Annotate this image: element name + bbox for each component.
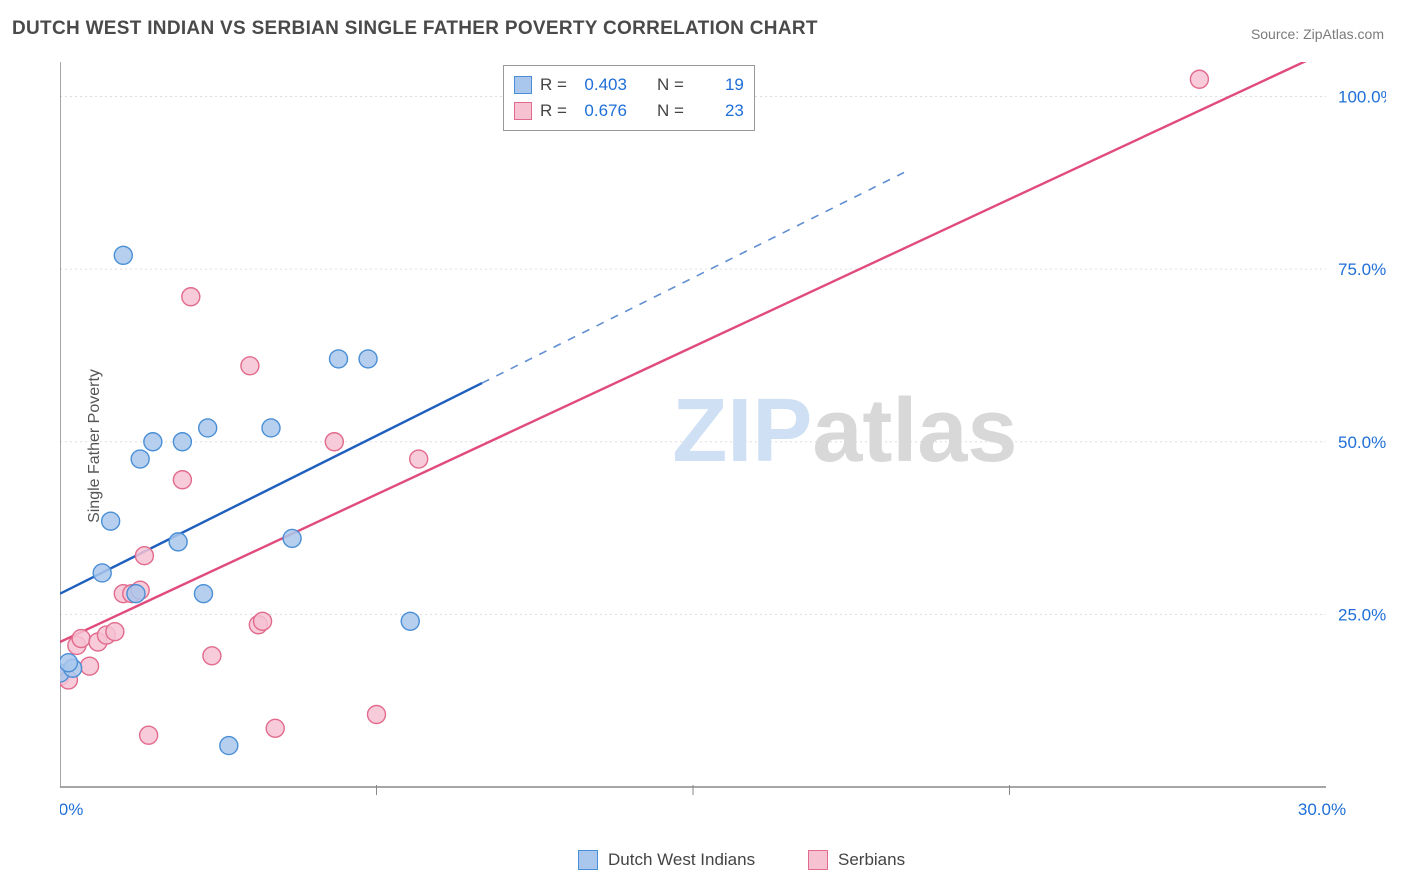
legend-r-label: R = <box>540 101 567 121</box>
chart-title: DUTCH WEST INDIAN VS SERBIAN SINGLE FATH… <box>12 18 818 40</box>
svg-text:50.0%: 50.0% <box>1338 433 1386 452</box>
svg-text:30.0%: 30.0% <box>1298 800 1346 819</box>
legend-n-value: 23 <box>692 101 744 121</box>
chart-svg: 25.0% 50.0% 75.0% 100.0% ZIPatlas 0.0% 30.0% <box>60 62 1386 827</box>
legend-r-value: 0.676 <box>575 101 627 121</box>
svg-text:0.0%: 0.0% <box>60 800 83 819</box>
legend-r-value: 0.403 <box>575 75 627 95</box>
x-axis-legend-series-1: Dutch West Indians <box>578 850 755 870</box>
x-axis-legend-series-2: Serbians <box>808 850 905 870</box>
legend-swatch <box>808 850 828 870</box>
legend-n-label: N = <box>657 75 684 95</box>
legend-n-value: 19 <box>692 75 744 95</box>
svg-text:ZIPatlas: ZIPatlas <box>672 381 1017 481</box>
chart-plot-area: 25.0% 50.0% 75.0% 100.0% ZIPatlas 0.0% 30.0% <box>60 62 1386 827</box>
svg-text:100.0%: 100.0% <box>1338 88 1386 107</box>
legend-series-label: Dutch West Indians <box>608 850 755 870</box>
legend-swatch <box>514 76 532 94</box>
correlation-legend: R = 0.403 N = 19 R = 0.676 N = 23 <box>503 65 755 131</box>
legend-swatch <box>578 850 598 870</box>
legend-r-label: R = <box>540 75 567 95</box>
svg-text:75.0%: 75.0% <box>1338 260 1386 279</box>
source-label: Source: ZipAtlas.com <box>1251 26 1384 42</box>
svg-text:25.0%: 25.0% <box>1338 605 1386 624</box>
legend-series-label: Serbians <box>838 850 905 870</box>
legend-swatch <box>514 102 532 120</box>
legend-n-label: N = <box>657 101 684 121</box>
